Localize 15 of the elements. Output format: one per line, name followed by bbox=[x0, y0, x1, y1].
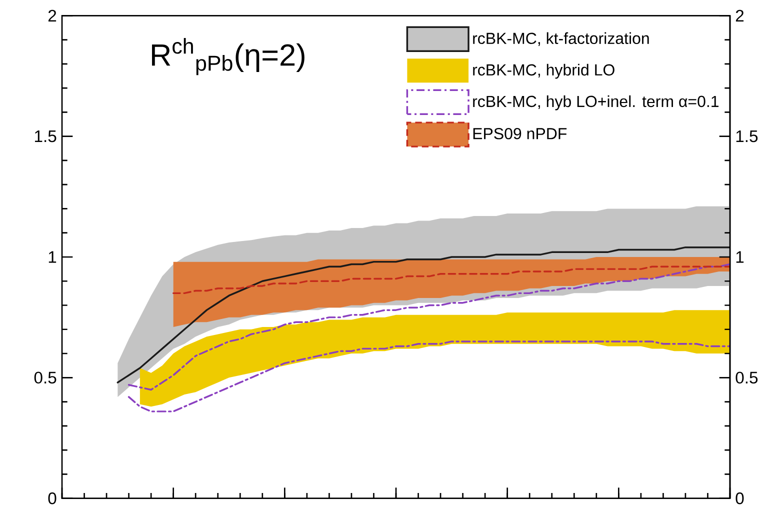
y-tick-label: 1.5 bbox=[35, 130, 56, 142]
legend-label: rcBK-MC, hyb LO+inel. term α=0.1 bbox=[473, 95, 718, 110]
legend-label: EPS09 nPDF bbox=[473, 128, 567, 140]
y-tick-label: 0.5 bbox=[34, 372, 56, 384]
y-tick-label: 0 bbox=[48, 492, 56, 504]
y2-tick-label: 1 bbox=[736, 251, 744, 263]
legend-label: rcBK-MC, hybrid LO bbox=[473, 64, 614, 79]
y-tick-label: 2 bbox=[48, 10, 56, 22]
text: R$^{ch}$$_{pPb}$(η=2) bbox=[152, 38, 304, 76]
legend-label: rcBK-MC, kt-factorization bbox=[473, 32, 649, 46]
y2-tick-label: 0.5 bbox=[736, 372, 758, 384]
y2-tick-label: 2 bbox=[736, 10, 744, 22]
y2-tick-label: 1.5 bbox=[736, 130, 758, 142]
y-tick-label: 1 bbox=[48, 251, 56, 263]
y2-tick-label: 0 bbox=[736, 492, 744, 504]
